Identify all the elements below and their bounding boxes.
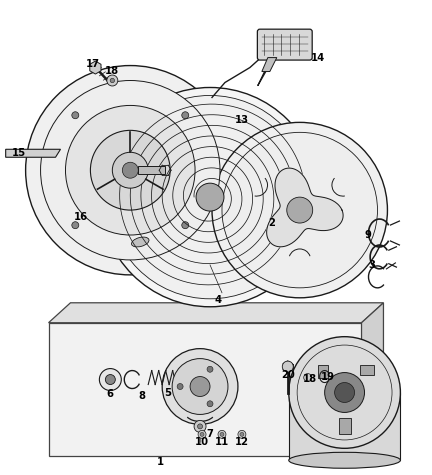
Text: 6: 6 [107,390,114,399]
Text: 10: 10 [195,437,209,447]
Text: 16: 16 [73,212,88,222]
Circle shape [287,197,313,223]
Polygon shape [267,168,343,247]
Circle shape [66,105,195,235]
Text: 13: 13 [235,115,249,125]
Text: 8: 8 [139,391,146,401]
Circle shape [289,337,400,448]
Circle shape [222,133,378,288]
Text: 1: 1 [157,457,164,467]
FancyBboxPatch shape [339,418,350,434]
Circle shape [162,349,238,424]
Circle shape [198,430,206,438]
Circle shape [182,112,189,119]
Circle shape [335,382,355,402]
Circle shape [112,152,148,188]
Circle shape [72,222,79,228]
Text: 7: 7 [206,429,213,439]
Circle shape [207,401,213,407]
Circle shape [196,183,224,211]
Circle shape [200,432,204,437]
Circle shape [99,369,121,390]
Text: 15: 15 [12,148,25,158]
Circle shape [172,359,228,414]
Circle shape [25,66,235,275]
Polygon shape [289,392,400,460]
Circle shape [72,112,79,119]
Polygon shape [262,57,277,72]
Text: 2: 2 [268,218,275,228]
Text: 5: 5 [165,388,172,398]
Circle shape [197,424,203,429]
Circle shape [240,432,244,437]
Circle shape [177,383,183,390]
Text: 19: 19 [321,371,335,381]
Circle shape [108,95,312,299]
Text: 20: 20 [281,370,295,380]
Circle shape [122,162,138,178]
Ellipse shape [289,452,400,468]
Polygon shape [48,303,384,323]
Text: 4: 4 [214,295,222,305]
Circle shape [218,430,226,438]
Text: 18: 18 [303,373,317,383]
FancyBboxPatch shape [318,365,328,378]
Circle shape [107,75,118,86]
Polygon shape [138,166,165,174]
Circle shape [325,372,365,412]
Circle shape [90,130,170,210]
Circle shape [110,78,114,83]
Text: 11: 11 [215,437,229,447]
Circle shape [282,361,293,372]
Circle shape [100,87,320,307]
Polygon shape [362,303,384,456]
Circle shape [212,123,388,298]
Circle shape [182,222,189,228]
Circle shape [207,366,213,372]
Circle shape [238,430,246,438]
Text: 3: 3 [368,260,375,270]
Circle shape [190,377,210,397]
Circle shape [41,80,220,260]
Text: 18: 18 [105,66,119,76]
Ellipse shape [131,237,149,247]
Text: 9: 9 [364,230,371,240]
Polygon shape [48,323,362,456]
FancyBboxPatch shape [360,365,374,375]
Circle shape [304,373,312,381]
Circle shape [194,420,206,432]
FancyBboxPatch shape [257,29,312,60]
Text: 17: 17 [86,58,99,68]
Circle shape [105,375,115,385]
Circle shape [220,432,224,437]
Text: 12: 12 [235,437,249,447]
Polygon shape [6,149,60,157]
Text: 14: 14 [311,53,325,63]
